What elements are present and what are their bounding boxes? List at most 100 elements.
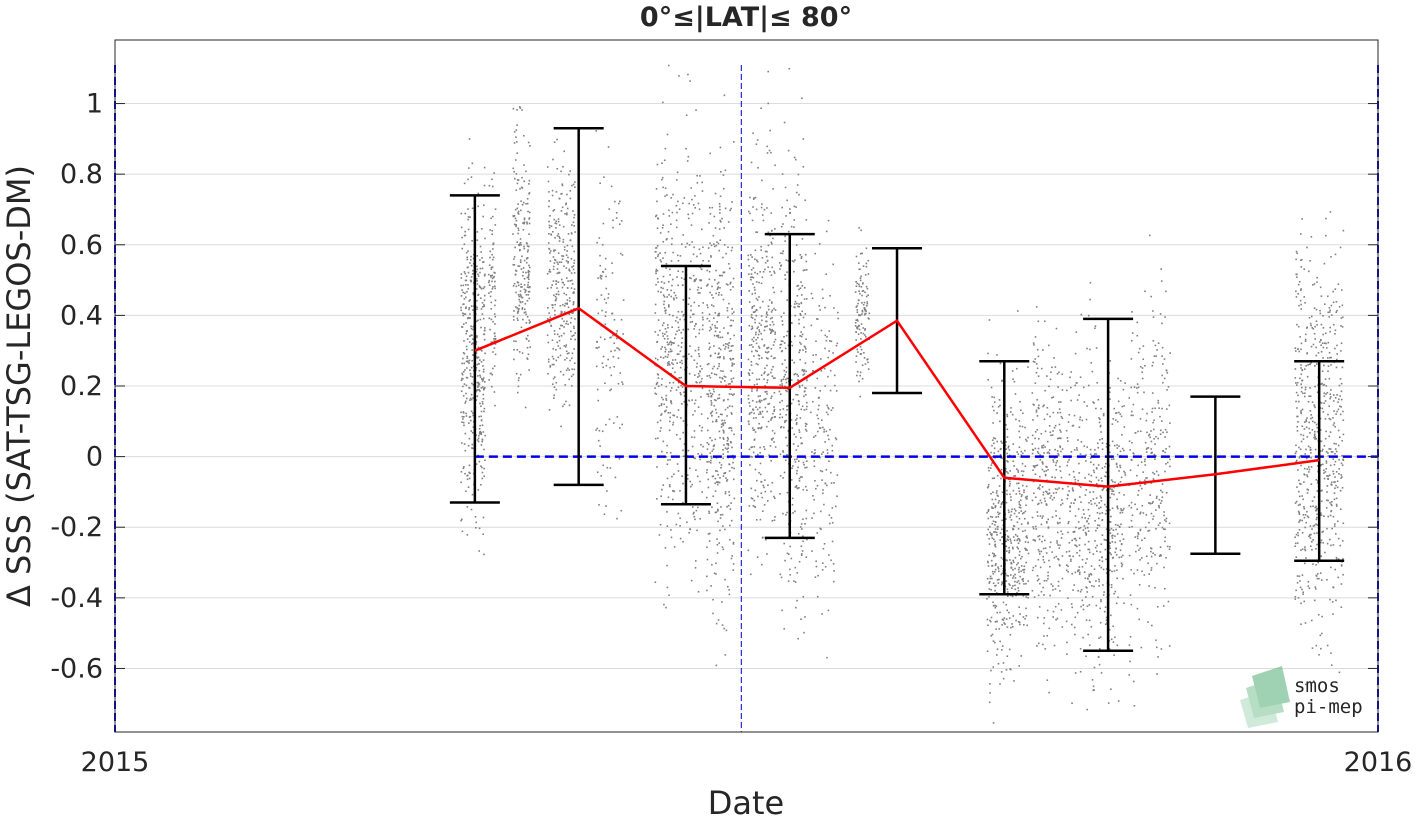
scatter-point [1020,510,1023,512]
scatter-point [806,538,808,541]
scatter-point [803,345,806,348]
scatter-point [562,405,564,408]
scatter-point [818,404,820,407]
scatter-point [756,272,759,275]
scatter-point [1306,246,1308,249]
scatter-point [464,292,466,294]
scatter-point [799,314,802,316]
scatter-point [1146,431,1148,434]
scatter-point [517,310,520,313]
scatter-point [855,331,858,333]
scatter-point [1018,487,1020,490]
scatter-point [1020,523,1023,525]
scatter-point [1297,394,1299,397]
scatter-point [987,528,989,531]
scatter-point [526,299,529,302]
scatter-point [757,453,759,456]
scatter-point [825,468,828,471]
scatter-point [712,305,715,308]
scatter-point [716,367,719,370]
scatter-point [550,324,552,327]
scatter-point [462,357,464,360]
scatter-point [826,656,828,659]
scatter-point [484,327,486,329]
scatter-point [1059,590,1061,592]
scatter-point [555,381,558,384]
scatter-point [1054,588,1057,590]
scatter-point [1005,441,1007,443]
scatter-point [494,280,496,283]
scatter-point [686,242,688,245]
scatter-point [482,287,485,290]
scatter-point [1001,542,1004,545]
scatter-point [659,252,661,254]
scatter-point [525,261,528,264]
scatter-point [1005,550,1008,552]
scatter-point [464,449,467,452]
scatter-point [1086,446,1089,448]
scatter-point [464,432,467,435]
scatter-point [515,224,517,226]
scatter-point [1020,450,1023,453]
scatter-point [607,297,609,299]
scatter-point [759,399,761,402]
scatter-point [667,343,670,346]
scatter-point [709,392,712,395]
scatter-point [689,345,691,347]
scatter-point [482,333,485,336]
scatter-point [1295,589,1297,592]
scatter-point [1005,545,1008,548]
scatter-point [794,372,797,375]
scatter-point [715,292,717,295]
scatter-point [468,362,470,364]
scatter-point [719,356,721,358]
scatter-point [478,415,480,418]
scatter-point [813,512,815,515]
scatter-point [860,332,862,334]
scatter-point [710,395,713,398]
scatter-point [1013,508,1016,510]
scatter-point [492,242,495,245]
scatter-point [1166,461,1169,464]
scatter-point [766,381,768,384]
scatter-point [858,283,860,286]
scatter-point [522,271,525,273]
scatter-point [1021,484,1024,487]
scatter-point [1057,558,1060,561]
scatter-point [471,493,474,496]
scatter-point [1086,591,1089,593]
scatter-point [1111,488,1113,491]
scatter-point [521,286,523,288]
scatter-point [1067,531,1069,534]
scatter-point [654,387,656,389]
scatter-point [1006,415,1009,418]
scatter-point [1019,504,1022,507]
scatter-point [657,319,660,321]
scatter-point [993,452,996,454]
scatter-point [523,134,525,137]
scatter-point [1081,419,1084,422]
scatter-point [756,327,759,330]
scatter-point [708,532,711,535]
scatter-point [990,616,993,619]
scatter-point [753,286,756,289]
scatter-point [731,357,734,360]
scatter-point [662,294,665,297]
scatter-point [463,303,465,305]
scatter-point [1105,616,1108,619]
scatter-point [774,333,776,335]
scatter-point [1088,551,1091,554]
scatter-point [466,266,469,269]
scatter-point [786,271,788,273]
scatter-point [831,444,834,447]
scatter-point [663,307,666,309]
scatter-point [714,330,717,333]
scatter-point [1042,493,1045,496]
scatter-point [1006,470,1008,473]
scatter-point [692,253,695,256]
scatter-point [494,287,496,290]
scatter-point [1043,594,1045,596]
scatter-point [768,328,771,330]
scatter-point [1332,301,1335,304]
scatter-point [730,249,733,252]
